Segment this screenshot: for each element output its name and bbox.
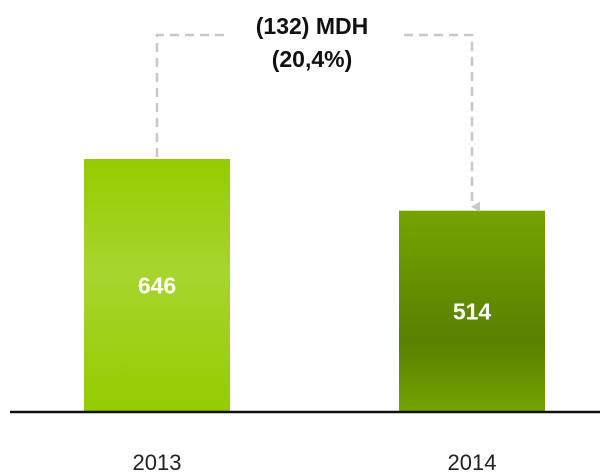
value-label: 514 — [453, 298, 492, 324]
x-tick-label: 2013 — [133, 450, 182, 473]
value-label: 646 — [138, 273, 176, 299]
bar-shade — [399, 210, 545, 412]
connector — [155, 33, 228, 157]
annotation: (132) MDH — [256, 13, 368, 39]
bar-shade — [84, 159, 230, 412]
connector — [404, 33, 480, 212]
x-tick-label: 2014 — [448, 450, 497, 473]
annotation: (20,4%) — [272, 46, 353, 72]
